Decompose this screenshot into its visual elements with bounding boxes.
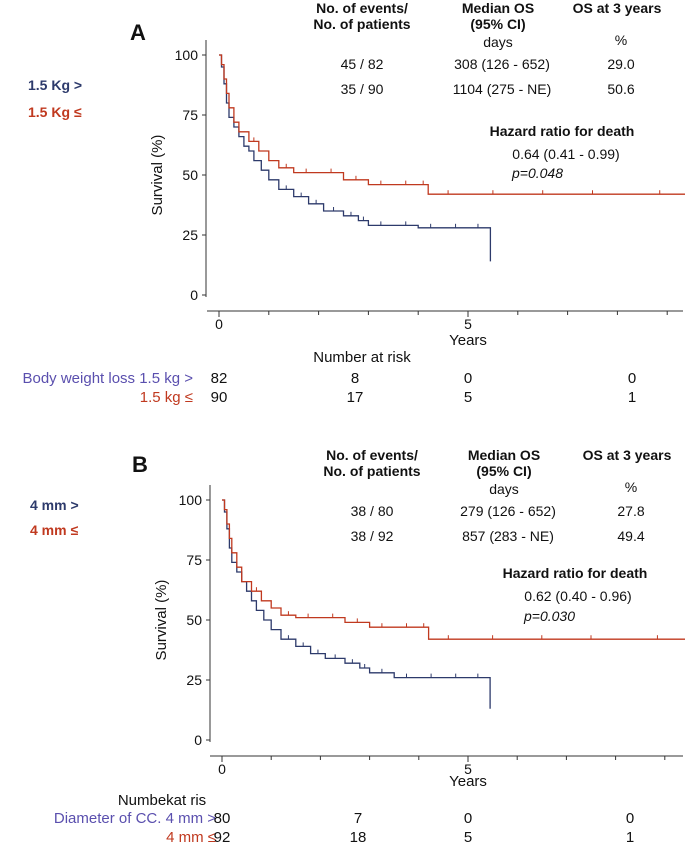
risk-count: 5 [464,829,472,844]
table-cell-os3: 29.0 [607,56,634,72]
header-median: (95% CI) [476,463,531,479]
panel-label: B [132,452,148,477]
y-tick-label: 100 [175,47,199,63]
risk-count: 1 [626,829,634,844]
risk-count: 0 [628,370,636,387]
risk-count: 8 [351,370,359,387]
table-cell-median: 308 (126 - 652) [454,56,550,72]
legend-entry: 1.5 Kg > [28,77,82,93]
table-cell-median: 857 (283 - NE) [462,528,554,544]
table-cell-os3: 27.8 [617,503,644,519]
risk-row-label: Body weight loss 1.5 kg > [22,370,193,387]
y-tick-label: 50 [182,167,198,183]
hazard-value: 0.62 (0.40 - 0.96) [524,588,631,604]
x-axis-label: Years [449,332,487,349]
y-tick-label: 25 [182,227,198,243]
y-tick-label: 75 [186,552,202,568]
y-tick-label: 50 [186,612,202,628]
table-cell-os3: 50.6 [607,81,634,97]
risk-count: 7 [354,810,362,827]
risk-count: 0 [464,810,472,827]
survival-curve-group2 [219,54,685,195]
hazard-title: Hazard ratio for death [490,123,635,139]
y-tick-label: 75 [182,107,198,123]
legend-entry: 1.5 Kg ≤ [28,104,82,120]
hazard-p-value: p=0.030 [523,608,575,624]
risk-count: 5 [464,389,472,406]
risk-count: 18 [350,829,367,844]
risk-count: 17 [347,389,364,406]
risk-table-title: Number at risk [313,349,411,366]
x-tick-label: 0 [218,761,226,777]
table-cell-events: 35 / 90 [341,81,384,97]
risk-row-label: 4 mm ≤ [166,829,216,844]
km-panel-a: A 1.5 Kg > 1.5 Kg ≤ No. of events/No. of pa… [22,0,685,406]
header-median: days [489,481,519,497]
header-events: No. of patients [323,463,420,479]
table-cell-median: 1104 (275 - NE) [453,81,552,97]
header-events: No. of patients [313,16,410,32]
y-axis-label: Survival (%) [149,135,166,216]
header-os3: OS at 3 years [573,0,662,16]
x-tick-label: 5 [464,316,472,332]
risk-count: 82 [211,370,228,387]
x-tick-label: 5 [464,761,472,777]
x-axis-label: Years [449,773,487,790]
risk-count: 80 [214,810,231,827]
header-os3-unit: % [615,32,627,48]
table-cell-events: 38 / 92 [351,528,394,544]
risk-row-label: Diameter of CC. 4 mm > [54,810,216,827]
km-panel-b: B 4 mm > 4 mm ≤ No. of events/No. of patien… [30,447,685,844]
hazard-title: Hazard ratio for death [503,565,648,581]
table-cell-os3: 49.4 [617,528,644,544]
header-events: No. of events/ [326,447,418,463]
header-median: (95% CI) [470,16,525,32]
risk-count: 0 [464,370,472,387]
hazard-value: 0.64 (0.41 - 0.99) [512,146,619,162]
table-cell-events: 38 / 80 [351,503,394,519]
header-os3: OS at 3 years [583,447,672,463]
header-events: No. of events/ [316,0,408,16]
risk-count: 0 [626,810,634,827]
y-tick-label: 100 [179,492,203,508]
risk-count: 92 [214,829,231,844]
hazard-p-value: p=0.048 [511,165,563,181]
header-median: Median OS [462,0,534,16]
risk-row-label: 1.5 kg ≤ [140,389,193,406]
y-tick-label: 0 [190,287,198,303]
header-median: days [483,34,513,50]
panel-label: A [130,20,146,45]
header-median: Median OS [468,447,540,463]
x-tick-label: 0 [215,316,223,332]
risk-count: 1 [628,389,636,406]
y-tick-label: 0 [194,732,202,748]
legend-entry: 4 mm ≤ [30,522,78,538]
risk-table-title: Numbekat ris [118,792,206,809]
header-os3-unit: % [625,479,637,495]
survival-curve-group2 [222,499,685,640]
legend-entry: 4 mm > [30,497,79,513]
y-tick-label: 25 [186,672,202,688]
table-cell-median: 279 (126 - 652) [460,503,556,519]
y-axis-label: Survival (%) [153,580,170,661]
table-cell-events: 45 / 82 [341,56,384,72]
risk-count: 90 [211,389,228,406]
